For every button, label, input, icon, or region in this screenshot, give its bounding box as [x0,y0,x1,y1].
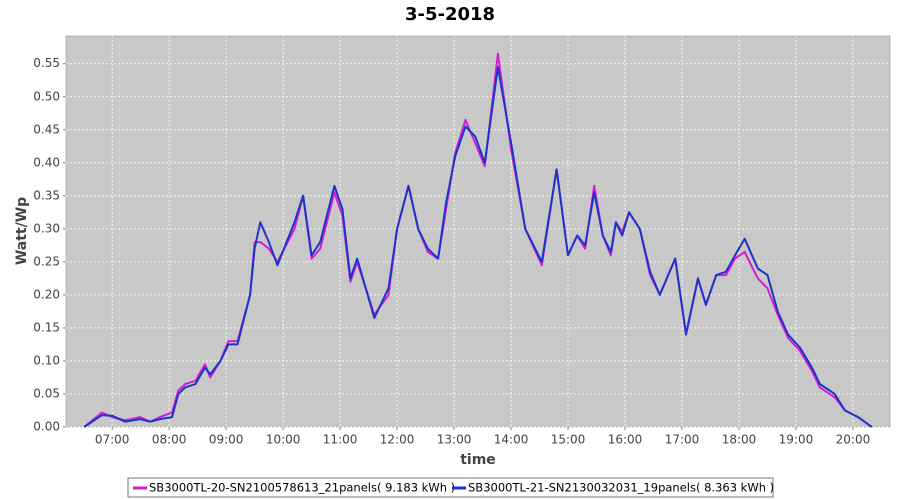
y-tick-label: 0.10 [33,353,60,367]
y-tick-label: 0.00 [33,420,60,434]
x-tick-label: 19:00 [779,433,814,447]
x-tick-label: 07:00 [95,433,130,447]
y-tick-label: 0.40 [33,155,60,169]
x-axis-label: time [460,452,496,468]
series-line [83,66,873,428]
y-tick-label: 0.45 [33,122,60,136]
x-tick-label: 13:00 [437,433,472,447]
y-tick-label: 0.35 [33,188,60,202]
x-tick-label: 11:00 [323,433,358,447]
y-axis-label: Watt/Wp [14,197,30,265]
x-tick-label: 18:00 [722,433,757,447]
y-tick-label: 0.20 [33,287,60,301]
y-tick-label: 0.05 [33,386,60,400]
x-tick-label: 08:00 [152,433,187,447]
x-tick-label: 09:00 [209,433,244,447]
plot-area [65,35,891,428]
chart-title: 3-5-2018 [405,4,495,25]
legend-label: SB3000TL-20-SN2100578613_21panels( 9.183… [149,481,455,495]
x-tick-label: 15:00 [551,433,586,447]
x-tick-label: 16:00 [608,433,643,447]
y-tick-label: 0.55 [33,56,60,70]
y-tick-label: 0.30 [33,221,60,235]
x-tick-label: 10:00 [266,433,301,447]
y-tick-label: 0.50 [33,89,60,103]
y-tick-label: 0.25 [33,254,60,268]
y-tick-label: 0.15 [33,320,60,334]
x-tick-label: 14:00 [494,433,529,447]
x-tick-label: 17:00 [665,433,700,447]
x-tick-label: 20:00 [836,433,871,447]
legend-label: SB3000TL-21-SN2130032031_19panels( 8.363… [468,481,774,495]
x-tick-label: 12:00 [380,433,415,447]
legend [127,477,774,498]
